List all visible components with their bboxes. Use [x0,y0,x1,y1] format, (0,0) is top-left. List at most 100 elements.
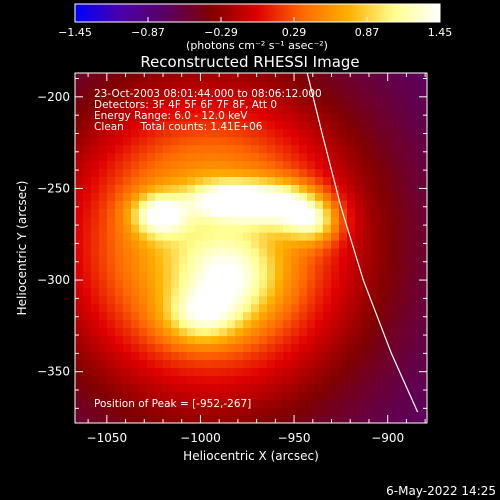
heatmap-cell [75,168,84,177]
heatmap-cell [179,80,188,90]
heatmap-cell [203,152,212,162]
heatmap-cell [283,128,292,138]
heatmap-cell [371,224,380,233]
heatmap-cell [323,152,332,162]
heatmap-cell [339,136,348,146]
heatmap-cell [123,271,132,281]
heatmap-cell [251,144,260,154]
heatmap-cell [227,271,236,281]
heatmap-cell [299,216,308,225]
heatmap-cell [243,104,252,114]
heatmap-cell [235,335,244,345]
heatmap-cell [339,415,348,423]
heatmap-cell [395,319,404,329]
heatmap-cell [403,367,412,376]
heatmap-cell [299,271,308,281]
heatmap-cell [267,232,276,241]
heatmap-cell [419,136,427,146]
heatmap-cell [387,383,396,392]
heatmap-cell [91,240,100,249]
heatmap-cell [331,263,340,273]
heatmap-cell [227,303,236,313]
heatmap-cell [395,128,404,138]
heatmap-cell [259,112,268,122]
heatmap-cell [371,176,380,185]
heatmap-cell [283,96,292,106]
heatmap-cell [379,359,388,368]
heatmap-cell [187,391,196,400]
heatmap-cell [331,279,340,289]
heatmap-cell [147,295,156,305]
heatmap-cell [291,120,300,130]
heatmap-cell [419,168,427,177]
heatmap-cell [323,391,332,400]
heatmap-cell [75,383,84,392]
heatmap-cell [115,335,124,345]
heatmap-cell [99,240,108,249]
heatmap-cell [355,152,364,162]
heatmap-cell [371,399,380,408]
heatmap-cell [131,73,140,82]
heatmap-cell [171,224,180,233]
heatmap-cell [259,343,268,352]
heatmap-cell [363,144,372,154]
heatmap-cell [203,200,212,209]
heatmap-cell [395,152,404,162]
heatmap-cell [291,240,300,249]
heatmap-cell [283,104,292,114]
heatmap-cell [99,335,108,345]
heatmap-cell [379,224,388,233]
heatmap-cell [75,359,84,368]
heatmap-cell [323,399,332,408]
heatmap-cell [139,295,148,305]
heatmap-cell [283,271,292,281]
heatmap-cell [419,216,427,225]
heatmap-cell [235,168,244,177]
heatmap-cell [323,295,332,305]
heatmap-cell [171,248,180,257]
heatmap-cell [195,128,204,138]
heatmap-cell [163,311,172,321]
heatmap-cell [331,303,340,313]
heatmap-cell [363,303,372,313]
heatmap-cell [99,271,108,281]
heatmap-cell [331,255,340,265]
heatmap-cell [219,248,228,257]
heatmap-cell [163,351,172,360]
heatmap-cell [267,128,276,138]
heatmap-cell [243,415,252,423]
heatmap-cell [123,319,132,329]
heatmap-cell [347,216,356,225]
heatmap-cell [283,112,292,122]
heatmap-cell [283,311,292,321]
heatmap-cell [283,391,292,400]
heatmap-cell [323,383,332,392]
heatmap-cell [203,112,212,122]
heatmap-cell [99,351,108,360]
heatmap-cell [211,415,220,423]
heatmap-cell [291,399,300,408]
heatmap-cell [323,144,332,154]
heatmap-cell [363,152,372,162]
heatmap-cell [179,96,188,106]
heatmap-cell [267,152,276,162]
heatmap-cell [83,224,92,233]
heatmap-cell [243,224,252,233]
heatmap-cell [347,152,356,162]
heatmap-cell [163,359,172,368]
heatmap-cell [275,216,284,225]
heatmap-cell [235,112,244,122]
heatmap-cell [267,136,276,146]
heatmap-cell [243,240,252,249]
heatmap-cell [227,152,236,162]
heatmap-cell [291,216,300,225]
heatmap-cell [291,255,300,265]
heatmap-cell [91,351,100,360]
heatmap-cell [267,104,276,114]
heatmap-cell [411,295,420,305]
heatmap-cell [155,383,164,392]
heatmap-cell [363,295,372,305]
heatmap-cell [379,168,388,177]
heatmap-cell [315,88,324,98]
heatmap-cell [419,240,427,249]
